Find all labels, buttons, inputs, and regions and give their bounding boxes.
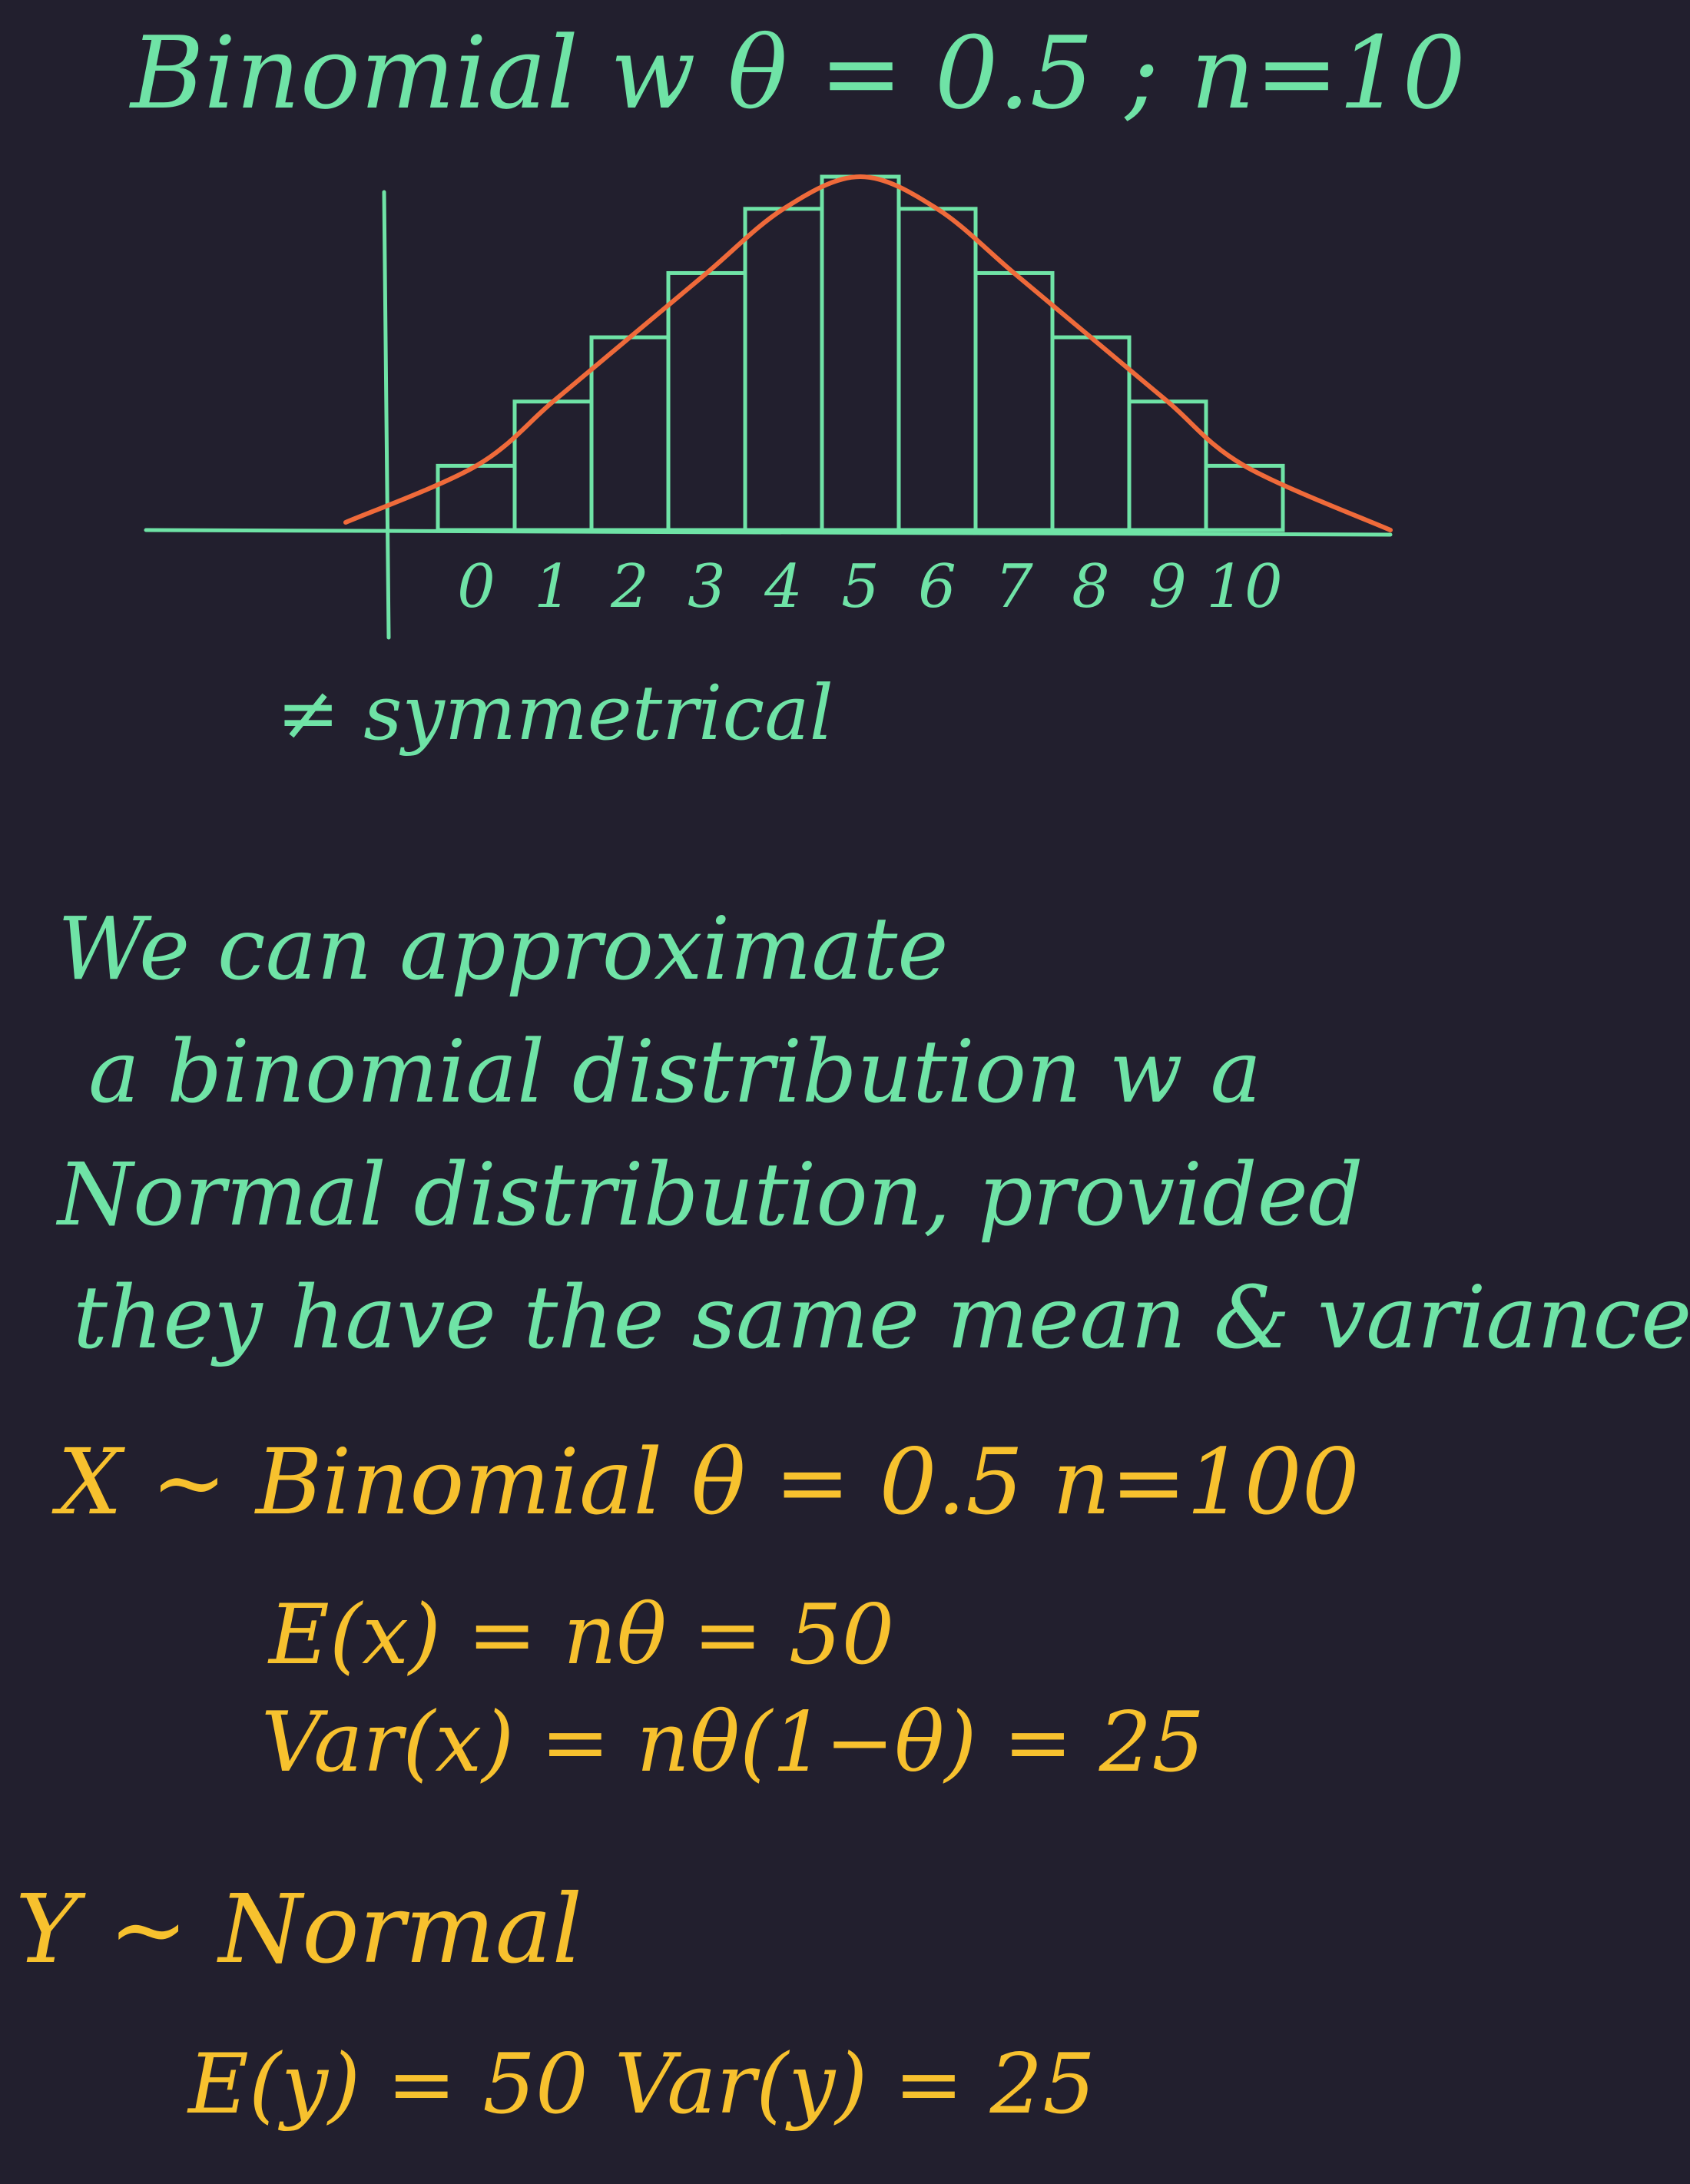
- tick-label-5: 5: [841, 552, 880, 621]
- chart-bars: [436, 174, 1285, 532]
- x-axis-line: [144, 528, 1393, 537]
- tick-label-1: 1: [534, 552, 572, 621]
- paragraph-line: they have the same mean & variance: [73, 1268, 1690, 1368]
- tick-label-8: 8: [1072, 552, 1110, 621]
- symmetry-note: ≠ symmetrical: [277, 670, 833, 757]
- tick-label-2: 2: [610, 552, 649, 621]
- tick-label-3: 3: [688, 552, 726, 621]
- binomial-chart: 0 1 2 3 4 5 6 7 8 9 10: [144, 174, 1393, 640]
- tick-label-10: 10: [1206, 552, 1282, 621]
- y-mean-variance: E(y) = 50 Var(y) = 25: [188, 2037, 1095, 2133]
- chart-bar-9: [1127, 399, 1208, 532]
- chart-bar-6: [896, 207, 978, 532]
- tick-label-6: 6: [918, 552, 956, 621]
- chart-bar-1: [512, 399, 594, 532]
- chart-axes: [144, 190, 1393, 640]
- chart-tick-labels: 0 1 2 3 4 5 6 7 8 9 10: [457, 552, 1282, 621]
- chart-bar-3: [666, 270, 747, 532]
- tick-label-7: 7: [995, 552, 1033, 621]
- chart-bar-2: [589, 335, 671, 532]
- paragraph-line: We can approximate: [58, 900, 949, 999]
- x-variance: Var(x) = nθ(1−θ) = 25: [261, 1695, 1205, 1791]
- tick-label-9: 9: [1148, 552, 1187, 621]
- chart-curve: [343, 174, 1393, 532]
- tick-label-4: 4: [764, 552, 803, 621]
- chart-bar-7: [973, 270, 1055, 532]
- paragraph-line: a binomial distribution w a: [88, 1022, 1262, 1122]
- y-normal-heading: Y ~ Normal: [15, 1874, 583, 1985]
- page-title: Binomial w θ = 0.5 ; n=10: [131, 15, 1466, 131]
- chart-bar-8: [1050, 335, 1132, 532]
- y-axis-line: [382, 190, 391, 640]
- chart-bar-4: [743, 207, 824, 532]
- x-binomial-heading: X ~ Binomial θ = 0.5 n=100: [58, 1429, 1360, 1535]
- paragraph-line: Normal distribution, provided: [58, 1145, 1364, 1245]
- chart-bar-0: [436, 463, 517, 532]
- tick-label-0: 0: [457, 552, 495, 621]
- chart-bar-10: [1204, 463, 1285, 532]
- chart-bar-5: [820, 174, 901, 532]
- normal-curve: [343, 174, 1393, 532]
- x-expectation: E(x) = nθ = 50: [269, 1587, 895, 1683]
